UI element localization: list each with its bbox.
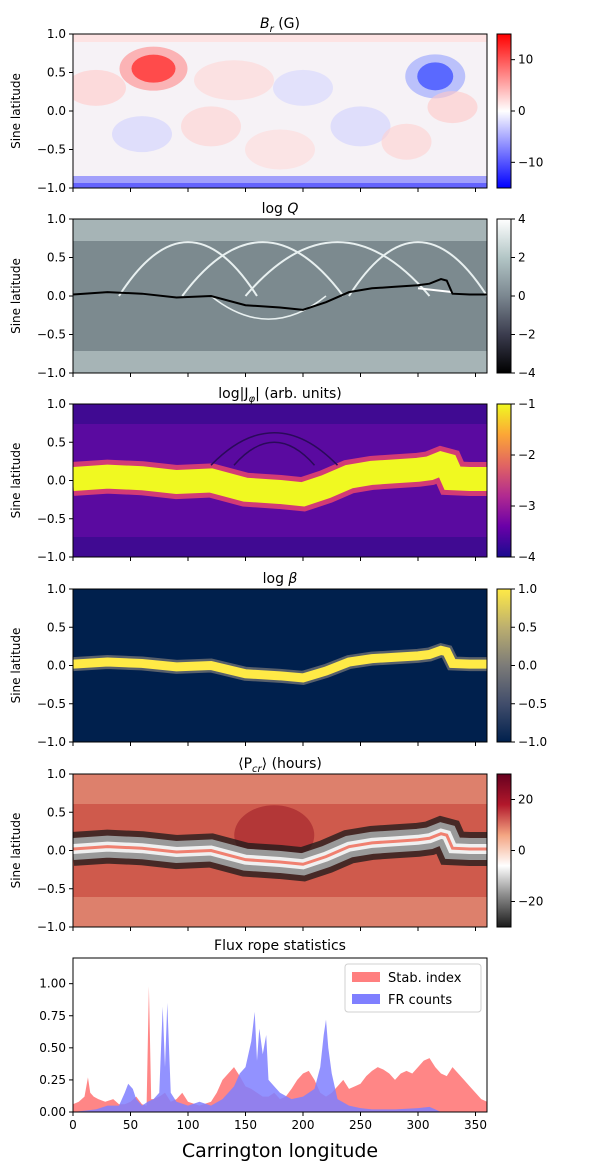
panel-title: log β xyxy=(263,571,298,587)
y-tick-label: −0.5 xyxy=(37,882,66,896)
y-axis-label: Sine latitude xyxy=(9,628,23,704)
x-tick-label: 350 xyxy=(464,1118,487,1132)
y-axis-label: Sine latitude xyxy=(9,813,23,889)
area-series-stab-index xyxy=(73,986,487,1112)
colorbar-tick-label: 0.0 xyxy=(518,659,537,673)
legend-swatch xyxy=(352,972,380,982)
panel-title: log Q xyxy=(262,201,299,217)
y-tick-label: 1.0 xyxy=(47,27,66,41)
y-tick-label: 0.50 xyxy=(39,1041,66,1055)
stats-title: Flux rope statistics xyxy=(214,938,346,954)
y-axis-label: Sine latitude xyxy=(9,443,23,519)
y-tick-label: −1.0 xyxy=(37,366,66,380)
y-tick-label: 0.0 xyxy=(47,659,66,673)
colorbar-tick-label: 0 xyxy=(518,289,526,303)
y-tick-label: 0.5 xyxy=(47,251,66,265)
y-axis-label: Sine latitude xyxy=(9,258,23,334)
y-tick-label: 0.0 xyxy=(47,289,66,303)
y-tick-label: 1.0 xyxy=(47,582,66,596)
y-tick-label: −0.5 xyxy=(37,143,66,157)
legend-swatch xyxy=(352,994,380,1004)
colorbar-tick-label: 0 xyxy=(518,844,526,858)
colorbar-tick-label: −2 xyxy=(518,328,536,342)
x-tick-label: 200 xyxy=(292,1118,315,1132)
y-tick-label: 1.0 xyxy=(47,767,66,781)
colorbar-beta xyxy=(496,588,512,743)
colorbar-tick-label: 4 xyxy=(518,212,526,226)
colorbar-tick-label: 10 xyxy=(518,53,533,67)
panel-br: Br (G) 1.0 0.5 0.0 −0.5 −1.0 Sine latitude 10 0 −… xyxy=(9,16,543,195)
panel-title: Br (G) xyxy=(260,16,300,35)
colorbar-tick-label: −10 xyxy=(518,155,543,169)
y-tick-label: 1.0 xyxy=(47,397,66,411)
y-tick-label: −1.0 xyxy=(37,181,66,195)
colorbar-jphi xyxy=(496,403,512,558)
colorbar-tick-label: −20 xyxy=(518,895,543,909)
x-tick-label: 250 xyxy=(349,1118,372,1132)
flux-rope-statistics-panel: Flux rope statistics 1.00 0.75 0.50 0.25 0.00… xyxy=(39,938,488,1162)
y-tick-label: −1.0 xyxy=(37,735,66,749)
x-tick-label: 100 xyxy=(177,1118,200,1132)
colorbar-tick-label: −2 xyxy=(518,448,536,462)
y-tick-label: −0.5 xyxy=(37,697,66,711)
y-tick-label: 0.5 xyxy=(47,805,66,819)
colorbar-logq xyxy=(496,218,512,374)
y-tick-label: 1.00 xyxy=(39,977,66,991)
y-tick-label: 0.75 xyxy=(39,1009,66,1023)
colorbar-tick-label: −4 xyxy=(518,550,536,564)
polarity-inversion-line xyxy=(73,278,487,311)
legend: Stab. index FR counts xyxy=(344,963,482,1013)
y-tick-label: 0.0 xyxy=(47,474,66,488)
x-tick-label: 50 xyxy=(123,1118,138,1132)
colorbar-tick-label: 2 xyxy=(518,251,526,265)
heatmap-beta xyxy=(73,589,487,742)
heatmap-br xyxy=(73,34,487,188)
y-tick-label: −1.0 xyxy=(37,550,66,564)
y-tick-label: 1.0 xyxy=(47,212,66,226)
y-tick-label: 0.25 xyxy=(39,1073,66,1087)
colorbar-tick-label: 20 xyxy=(518,793,533,807)
colorbar-pcr xyxy=(496,773,512,928)
y-tick-label: 0.5 xyxy=(47,435,66,449)
colorbar-tick-label: −0.5 xyxy=(518,697,547,711)
x-tick-label: 150 xyxy=(234,1118,257,1132)
legend-label: Stab. index xyxy=(388,971,462,986)
panel-title: ⟨Pcr⟩ (hours) xyxy=(238,756,322,775)
colorbar-tick-label: 0.5 xyxy=(518,620,537,634)
colorbar-tick-label: −1.0 xyxy=(518,735,547,749)
y-tick-label: 0.5 xyxy=(47,620,66,634)
y-tick-label: −1.0 xyxy=(37,920,66,934)
panel-title: log|Jφ| (arb. units) xyxy=(218,386,341,405)
y-tick-label: −0.5 xyxy=(37,328,66,342)
y-tick-label: 0.00 xyxy=(39,1105,66,1119)
y-axis-label: Sine latitude xyxy=(9,73,23,149)
colorbar-tick-label: 1.0 xyxy=(518,582,537,596)
y-tick-label: −0.5 xyxy=(37,512,66,526)
y-tick-label: 0.5 xyxy=(47,66,66,80)
panel-jphi: log|Jφ| (arb. units) 1.0 0.5 0.0 −0.5 −1.0 Sin… xyxy=(9,386,536,564)
panel-beta: log β 1.0 0.5 0.0 −0.5 −1.0 Sine latitude 1.0 0.… xyxy=(9,571,547,749)
heatmap-pcr xyxy=(73,774,487,927)
x-tick-label: 0 xyxy=(69,1118,77,1132)
colorbar-tick-label: −3 xyxy=(518,499,536,513)
x-tick-label: 300 xyxy=(407,1118,430,1132)
x-axis-label: Carrington longitude xyxy=(182,1140,378,1162)
panel-pcr: ⟨Pcr⟩ (hours) 1.0 0.5 0.0 −0.5 −1.0 Sine latit… xyxy=(9,756,543,934)
colorbar-br xyxy=(496,33,512,189)
legend-label: FR counts xyxy=(388,993,452,1008)
heatmap-jphi xyxy=(73,404,487,557)
heatmap-logq xyxy=(73,219,487,373)
y-tick-label: 0.0 xyxy=(47,104,66,118)
colorbar-tick-label: −1 xyxy=(518,397,536,411)
colorbar-tick-label: 0 xyxy=(518,104,526,118)
y-tick-label: 0.0 xyxy=(47,844,66,858)
colorbar-tick-label: −4 xyxy=(518,366,536,380)
panel-logq: log Q 1.0 0.5 0.0 −0.5 −1.0 Sine latitude 4 2 0 −2… xyxy=(9,201,536,380)
